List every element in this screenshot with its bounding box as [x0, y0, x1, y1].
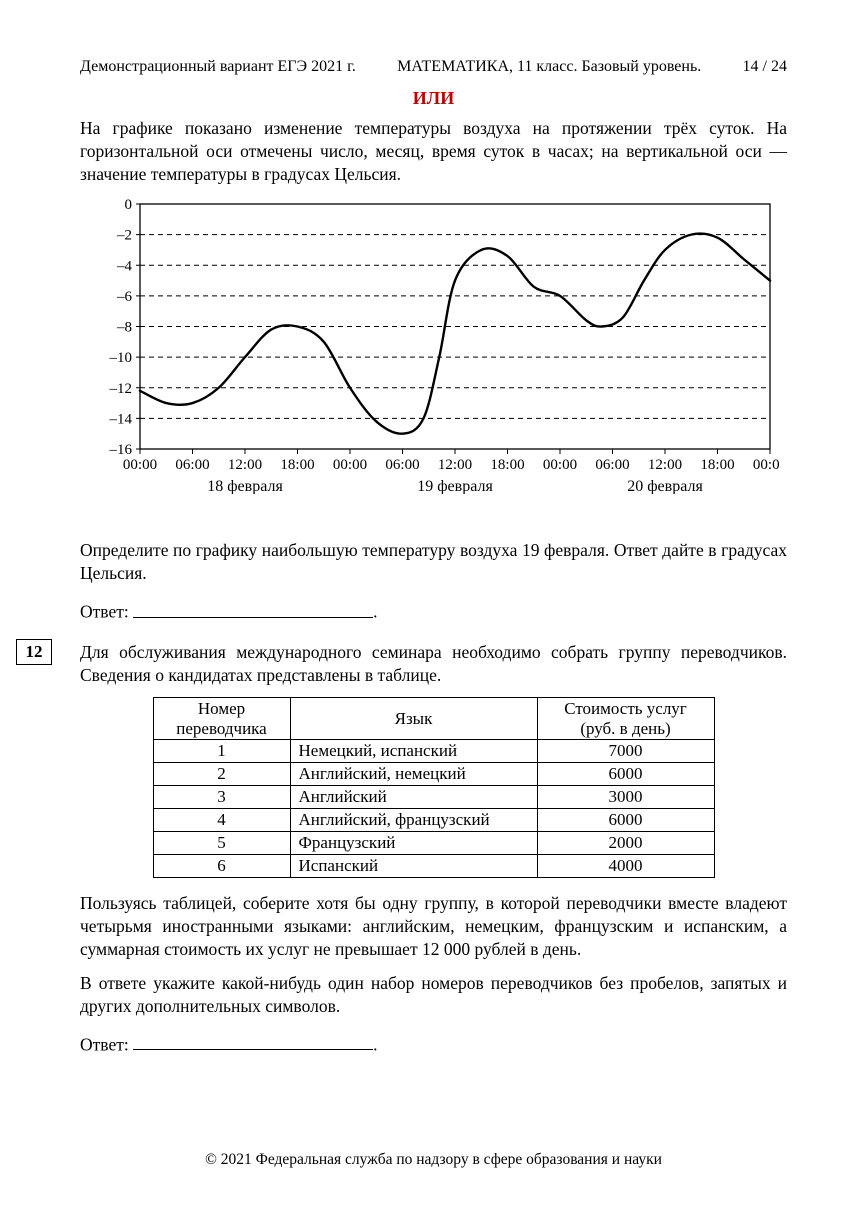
svg-text:12:00: 12:00 [438, 457, 472, 473]
task-number-box: 12 [16, 639, 52, 665]
cell-cost: 4000 [537, 855, 714, 878]
task12-intro: Для обслуживания международного семинара… [80, 641, 787, 687]
table-row: 4Английский, французский6000 [153, 809, 714, 832]
cell-number: 6 [153, 855, 290, 878]
answer-dot-2: . [373, 1034, 377, 1054]
svg-text:00:00: 00:00 [123, 457, 157, 473]
cell-number: 2 [153, 763, 290, 786]
svg-text:–8: –8 [116, 320, 132, 336]
answer-line-1: Ответ: . [80, 599, 787, 623]
cell-language: Испанский [290, 855, 537, 878]
svg-text:06:00: 06:00 [175, 457, 209, 473]
table-header-row: Номер переводчика Язык Стоимость услуг (… [153, 698, 714, 740]
answer-dot: . [373, 602, 377, 622]
svg-text:12:00: 12:00 [228, 457, 262, 473]
svg-text:18 февраля: 18 февраля [207, 478, 283, 494]
cell-number: 5 [153, 832, 290, 855]
answer-line-2: Ответ: . [80, 1032, 787, 1056]
cell-cost: 7000 [537, 740, 714, 763]
page-header: Демонстрационный вариант ЕГЭ 2021 г. МАТ… [80, 58, 787, 76]
table-row: 2Английский, немецкий6000 [153, 763, 714, 786]
col-header-number: Номер переводчика [153, 698, 290, 740]
col1-l2: переводчика [176, 719, 266, 738]
svg-text:12:00: 12:00 [648, 457, 682, 473]
col1-l1: Номер [198, 699, 245, 718]
intro-text: На графике показано изменение температур… [80, 117, 787, 186]
svg-text:00:00: 00:00 [333, 457, 367, 473]
col3-l2: (руб. в день) [580, 719, 670, 738]
col3-l1: Стоимость услуг [564, 699, 687, 718]
footer: © 2021 Федеральная служба по надзору в с… [0, 1151, 867, 1169]
svg-text:0: 0 [125, 197, 133, 213]
svg-text:–6: –6 [116, 289, 133, 305]
svg-text:00:00: 00:00 [543, 457, 577, 473]
svg-text:–4: –4 [116, 259, 133, 275]
svg-text:18:00: 18:00 [700, 457, 734, 473]
or-label: ИЛИ [80, 88, 787, 109]
svg-text:–12: –12 [109, 381, 133, 397]
svg-text:20 февраля: 20 февраля [627, 478, 703, 494]
cell-cost: 6000 [537, 763, 714, 786]
svg-text:19 февраля: 19 февраля [417, 478, 493, 494]
cell-cost: 2000 [537, 832, 714, 855]
svg-text:–16: –16 [109, 442, 133, 458]
cell-language: Немецкий, испанский [290, 740, 537, 763]
page: Демонстрационный вариант ЕГЭ 2021 г. МАТ… [0, 0, 867, 1219]
table-row: 5Французский2000 [153, 832, 714, 855]
header-page-number: 14 / 24 [743, 58, 787, 76]
answer-label: Ответ: [80, 602, 133, 622]
table-row: 1Немецкий, испанский7000 [153, 740, 714, 763]
answer-label-2: Ответ: [80, 1034, 133, 1054]
col-header-cost: Стоимость услуг (руб. в день) [537, 698, 714, 740]
task12-para2: В ответе укажите какой-нибудь один набор… [80, 972, 787, 1018]
svg-text:–10: –10 [109, 350, 133, 366]
cell-number: 1 [153, 740, 290, 763]
cell-language: Английский, французский [290, 809, 537, 832]
task-12: 12 Для обслуживания международного семин… [80, 641, 787, 1055]
temperature-chart: 0–2–4–6–8–10–12–14–1600:0006:0012:0018:0… [80, 194, 787, 499]
cell-language: Английский [290, 786, 537, 809]
svg-text:18:00: 18:00 [490, 457, 524, 473]
table-row: 3Английский3000 [153, 786, 714, 809]
header-left: Демонстрационный вариант ЕГЭ 2021 г. [80, 58, 356, 76]
question-text: Определите по графику наибольшую темпера… [80, 539, 787, 585]
answer-blank[interactable] [133, 599, 373, 618]
svg-text:–2: –2 [116, 228, 132, 244]
header-mid: МАТЕМАТИКА, 11 класс. Базовый уровень. [397, 58, 701, 76]
cell-cost: 6000 [537, 809, 714, 832]
svg-text:00:00: 00:00 [753, 457, 780, 473]
svg-text:–14: –14 [109, 412, 133, 428]
task12-para1: Пользуясь таблицей, соберите хотя бы одн… [80, 892, 787, 961]
table-row: 6Испанский4000 [153, 855, 714, 878]
cell-language: Английский, немецкий [290, 763, 537, 786]
svg-text:06:00: 06:00 [595, 457, 629, 473]
cell-cost: 3000 [537, 786, 714, 809]
svg-text:06:00: 06:00 [385, 457, 419, 473]
cell-language: Французский [290, 832, 537, 855]
cell-number: 4 [153, 809, 290, 832]
translators-table: Номер переводчика Язык Стоимость услуг (… [153, 697, 715, 878]
col-header-language: Язык [290, 698, 537, 740]
cell-number: 3 [153, 786, 290, 809]
svg-text:18:00: 18:00 [280, 457, 314, 473]
answer-blank-2[interactable] [133, 1032, 373, 1051]
